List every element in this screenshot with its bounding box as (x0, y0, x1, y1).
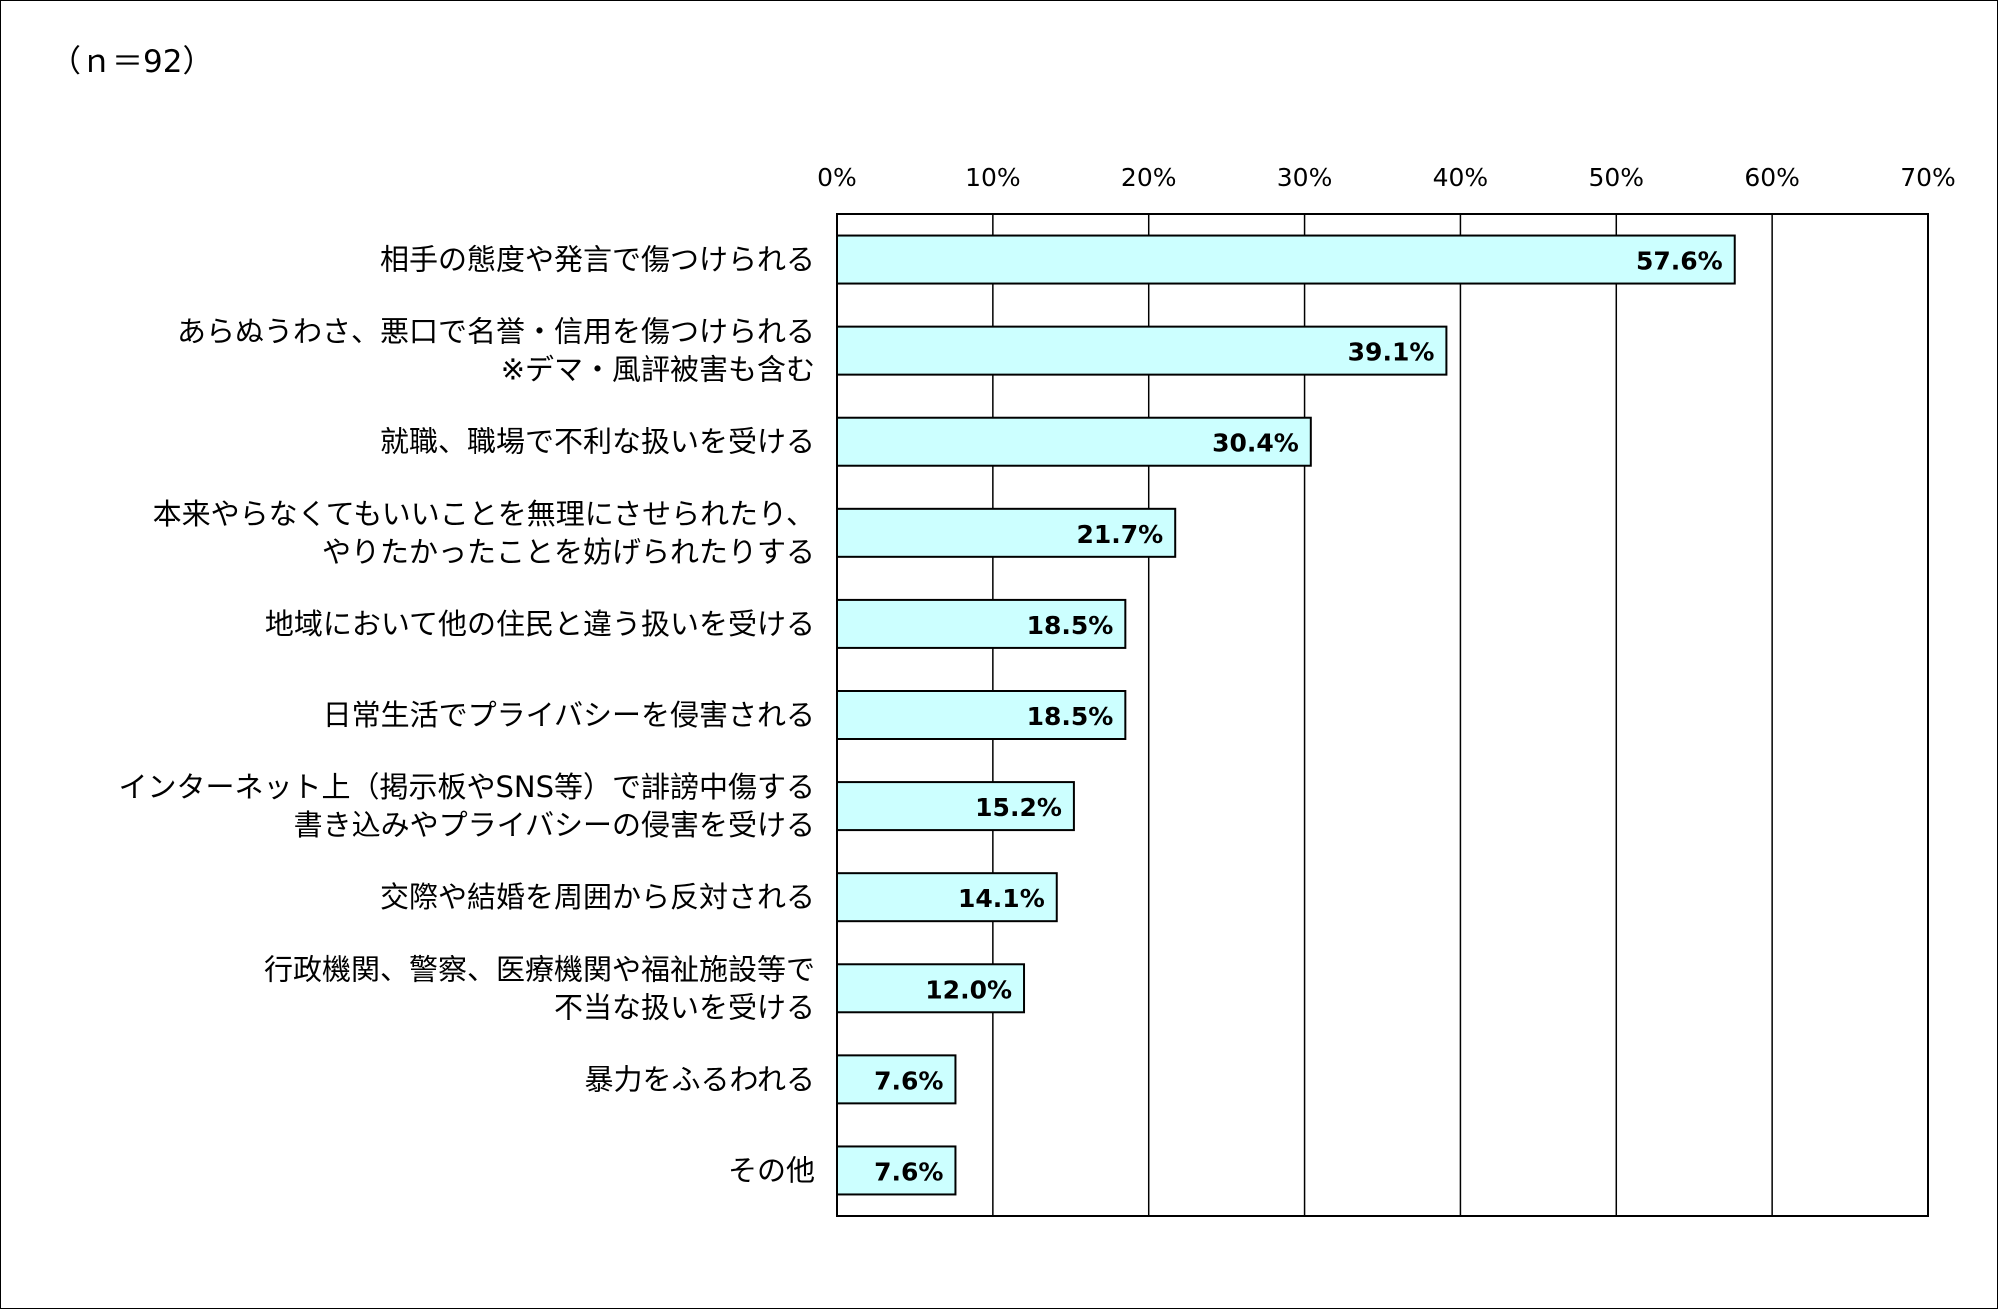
bar (836, 416, 1312, 467)
bar-value-label: 14.1% (958, 884, 1045, 913)
x-tick-label: 40% (1433, 163, 1489, 192)
x-tick-label: 50% (1588, 163, 1644, 192)
bar-value-label: 39.1% (1348, 338, 1435, 367)
category-label: 日常生活でプライバシーを侵害される (323, 698, 815, 732)
bar (836, 963, 1026, 1014)
category-label: やりたかったことを妨げられたりする (322, 535, 815, 569)
bar (836, 507, 1177, 558)
category-label: 暴力をふるわれる (584, 1062, 815, 1096)
bar (836, 1145, 957, 1196)
bar-value-label: 7.6% (874, 1157, 943, 1186)
category-label: ※デマ・風評被害も含む (501, 353, 815, 387)
x-tick-label: 20% (1121, 163, 1177, 192)
category-label: 就職、職場で不利な扱いを受ける (380, 425, 815, 459)
x-tick-label: 30% (1277, 163, 1333, 192)
category-label: 交際や結婚を周囲から反対される (380, 880, 815, 914)
bar-value-label: 21.7% (1076, 520, 1163, 549)
x-tick-label: 0% (817, 163, 857, 192)
sample-size-note: （ｎ＝92） (50, 44, 214, 80)
category-label: 本来やらなくてもいいことを無理にさせられたり、 (153, 497, 815, 531)
bar-value-label: 57.6% (1636, 247, 1723, 276)
category-label: 行政機関、警察、医療機関や福祉施設等で (264, 952, 815, 986)
x-tick-label: 60% (1744, 163, 1800, 192)
category-label: 書き込みやプライバシーの侵害を受ける (294, 808, 815, 842)
category-label: 地域において他の住民と違う扱いを受ける (265, 607, 815, 641)
bar-value-label: 18.5% (1027, 611, 1114, 640)
bar (836, 598, 1127, 649)
bar (836, 234, 1736, 285)
bar-value-label: 12.0% (925, 975, 1012, 1004)
bar-value-label: 18.5% (1027, 702, 1114, 731)
category-label: インターネット上（掲示板やSNS等）で誹謗中傷する (118, 770, 815, 804)
bar (836, 872, 1058, 923)
bar (836, 690, 1127, 740)
gridlines (836, 214, 1929, 1216)
bar-value-label: 30.4% (1212, 429, 1299, 458)
category-label: その他 (728, 1153, 815, 1187)
plot-border (836, 213, 1929, 1217)
plot-outline (836, 213, 1929, 1217)
category-label: 相手の態度や発言で傷つけられる (380, 243, 815, 277)
category-label: 不当な扱いを受ける (554, 990, 815, 1024)
x-tick-label: 70% (1900, 163, 1956, 192)
bar-value-label: 15.2% (975, 793, 1062, 822)
data-labels: 57.6% 39.1% 30.4% 21.7% 18.5% 18.5% 15.2% 14.1%… (874, 247, 1723, 1187)
x-axis-tick-labels: 0% 10% 20% 30% 40% 50% 60% 70% (817, 163, 1956, 192)
x-tick-label: 10% (965, 163, 1021, 192)
bar-value-label: 7.6% (874, 1066, 943, 1095)
category-label: あらぬうわさ、悪口で名誉・信用を傷つけられる (177, 315, 815, 349)
